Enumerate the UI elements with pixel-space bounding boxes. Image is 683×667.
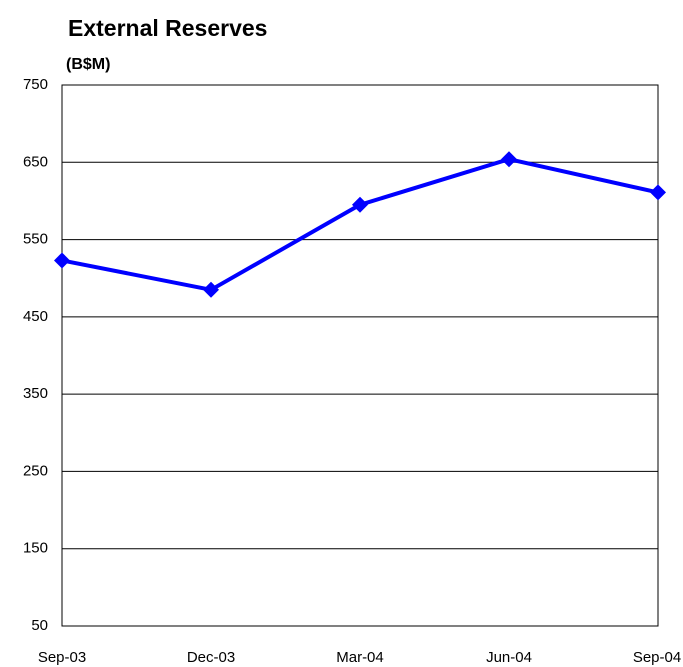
- y-tick-label: 650: [23, 153, 48, 170]
- y-tick-label: 50: [31, 617, 48, 634]
- x-tick-label: Sep-04: [633, 649, 681, 666]
- y-tick-label: 350: [23, 385, 48, 402]
- data-point: [203, 281, 219, 298]
- y-tick-label: 450: [23, 308, 48, 325]
- data-point: [501, 151, 517, 168]
- data-point: [54, 252, 70, 269]
- data-point: [352, 196, 368, 213]
- x-tick-label: Dec-03: [187, 649, 235, 666]
- y-tick-label: 550: [23, 231, 48, 248]
- chart-title: External Reserves: [68, 15, 267, 41]
- y-tick-label: 150: [23, 540, 48, 557]
- y-tick-label: 750: [23, 76, 48, 93]
- x-tick-label: Sep-03: [38, 649, 86, 666]
- data-point: [650, 184, 666, 201]
- x-tick-label: Jun-04: [486, 649, 532, 666]
- x-tick-label: Mar-04: [336, 649, 384, 666]
- plot-frame: [61, 84, 659, 627]
- y-tick-label: 250: [23, 462, 48, 479]
- y-axis-label: (B$M): [66, 56, 110, 73]
- data-line: [61, 157, 659, 292]
